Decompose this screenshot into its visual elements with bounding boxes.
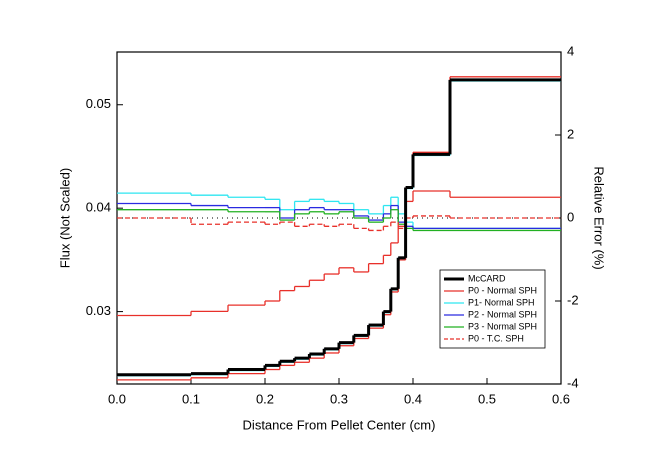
legend-label: P2 - Normal SPH bbox=[468, 309, 537, 319]
legend-label: P0 - Normal SPH bbox=[468, 285, 537, 295]
x-tick-label: 0.6 bbox=[552, 391, 570, 406]
legend-box bbox=[439, 269, 546, 349]
y-axis-label: Flux (Not Scaled) bbox=[57, 168, 72, 268]
y2-axis-label: Relative Error (%) bbox=[592, 166, 607, 269]
y2-tick-label: 2 bbox=[567, 126, 574, 141]
x-tick-label: 0.0 bbox=[108, 391, 126, 406]
y-tick-label: 0.04 bbox=[86, 200, 111, 215]
legend-label: P0 - T.C. SPH bbox=[468, 333, 524, 343]
y2-tick-label: -4 bbox=[567, 375, 579, 390]
legend-label: P3 - Normal SPH bbox=[468, 321, 537, 331]
x-tick-label: 0.3 bbox=[330, 391, 348, 406]
y-tick-label: 0.03 bbox=[86, 303, 111, 318]
legend: McCARD P0 - Normal SPH P1- Normal SPH P2 - … bbox=[439, 269, 546, 349]
x-tick-label: 0.2 bbox=[256, 391, 274, 406]
y2-tick-label: -2 bbox=[567, 292, 579, 307]
y2-tick-label: 4 bbox=[567, 43, 574, 58]
legend-label: P1- Normal SPH bbox=[468, 297, 535, 307]
x-tick-label: 0.1 bbox=[182, 391, 200, 406]
y-tick-label: 0.05 bbox=[86, 96, 111, 111]
legend-label: McCARD bbox=[468, 273, 506, 283]
x-tick-label: 0.4 bbox=[404, 391, 422, 406]
x-axis-label: Distance From Pellet Center (cm) bbox=[243, 417, 436, 432]
x-tick-label: 0.5 bbox=[478, 391, 496, 406]
y2-tick-label: 0 bbox=[567, 209, 574, 224]
